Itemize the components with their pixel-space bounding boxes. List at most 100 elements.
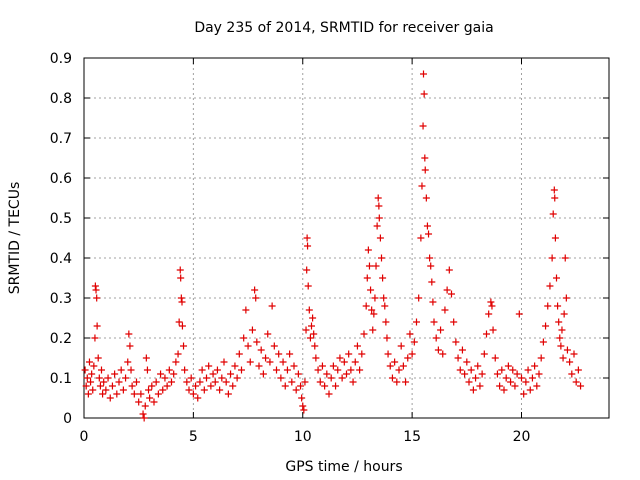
data-point: [415, 294, 423, 302]
data-point: [518, 374, 525, 382]
data-point: [421, 154, 429, 162]
data-point: [192, 382, 200, 390]
data-point: [369, 326, 377, 334]
data-point: [298, 394, 306, 402]
data-point: [404, 354, 412, 362]
data-point: [425, 230, 433, 238]
data-point: [200, 386, 208, 394]
data-point: [159, 386, 167, 394]
data-point: [283, 366, 291, 374]
data-point: [572, 378, 580, 386]
data-point: [95, 374, 103, 382]
data-point: [102, 386, 110, 394]
data-point: [456, 366, 464, 374]
data-point: [85, 358, 93, 366]
data-point: [130, 390, 138, 398]
data-point: [209, 370, 217, 378]
data-point: [570, 350, 578, 358]
y-tick-label: 0: [63, 411, 72, 427]
data-point: [152, 378, 160, 386]
data-point: [426, 254, 434, 262]
data-point: [165, 366, 173, 374]
data-point: [301, 378, 309, 386]
data-point: [556, 334, 564, 342]
plot-frame: [83, 57, 610, 419]
data-point: [551, 194, 559, 202]
data-point: [178, 322, 186, 330]
data-point: [345, 350, 353, 358]
data-point: [178, 298, 186, 306]
data-point: [395, 366, 403, 374]
data-point: [386, 362, 394, 370]
data-point: [277, 374, 285, 382]
data-point: [189, 390, 197, 398]
data-point: [371, 294, 379, 302]
data-point: [137, 390, 145, 398]
data-point: [507, 378, 515, 386]
data-point: [205, 362, 213, 370]
data-point: [198, 366, 206, 374]
data-point: [489, 326, 497, 334]
data-point: [146, 394, 154, 402]
y-tick-label: 0.3: [50, 291, 72, 307]
data-point: [252, 294, 260, 302]
data-point: [231, 362, 239, 370]
data-point: [108, 382, 116, 390]
data-point: [383, 334, 391, 342]
data-point: [99, 390, 107, 398]
data-point: [391, 358, 399, 366]
data-point: [290, 362, 298, 370]
data-point: [561, 254, 569, 262]
data-point: [399, 362, 407, 370]
data-point: [111, 370, 119, 378]
data-point: [128, 382, 136, 390]
data-point: [487, 298, 495, 306]
data-point: [98, 366, 105, 374]
data-point: [362, 302, 370, 310]
data-point: [266, 358, 274, 366]
data-point: [257, 346, 265, 354]
data-point: [304, 242, 312, 250]
data-point: [448, 290, 455, 298]
data-point: [242, 306, 250, 314]
data-point: [393, 378, 401, 386]
data-point: [421, 166, 429, 174]
data-point: [485, 310, 493, 318]
data-point: [509, 366, 517, 374]
data-point: [297, 382, 305, 390]
data-point: [476, 382, 484, 390]
data-point: [172, 358, 180, 366]
data-point: [430, 318, 438, 326]
data-point: [496, 382, 504, 390]
data-point: [262, 354, 270, 362]
data-point: [115, 378, 123, 386]
data-point: [233, 374, 241, 382]
data-point: [539, 338, 547, 346]
data-point: [450, 318, 458, 326]
data-point: [329, 362, 337, 370]
data-point: [135, 398, 143, 406]
data-point: [183, 378, 191, 386]
data-point: [356, 366, 364, 374]
data-point: [375, 214, 383, 222]
data-point: [93, 294, 101, 302]
data-point: [303, 234, 311, 242]
data-point: [180, 342, 188, 350]
data-point: [360, 330, 368, 338]
data-point: [353, 342, 361, 350]
data-point: [194, 394, 202, 402]
data-point: [163, 382, 171, 390]
data-point: [181, 366, 189, 374]
data-point: [373, 222, 381, 230]
data-point: [224, 390, 232, 398]
data-point: [106, 394, 114, 402]
data-point: [196, 378, 204, 386]
data-point: [91, 334, 99, 342]
data-point: [420, 70, 427, 78]
x-tick-label: 0: [80, 429, 89, 445]
data-point: [88, 370, 96, 378]
y-tick-label: 0.5: [50, 211, 72, 227]
data-point: [472, 374, 480, 382]
data-point: [467, 366, 475, 374]
